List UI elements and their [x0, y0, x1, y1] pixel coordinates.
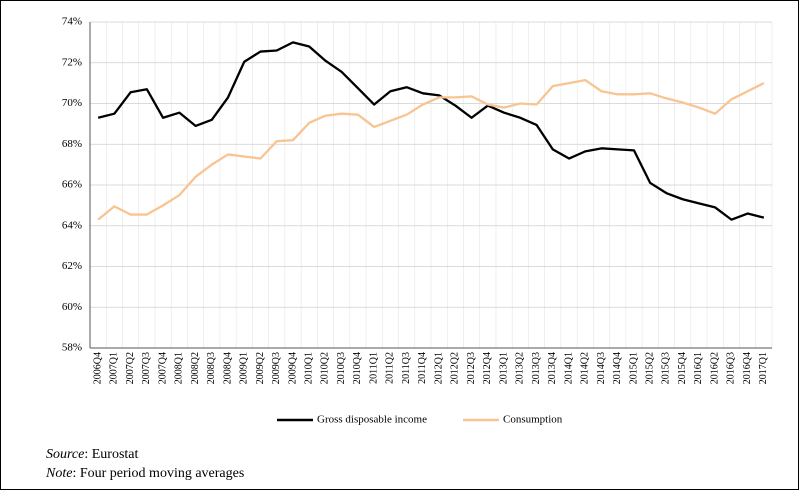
y-tick-label: 70%	[62, 97, 82, 109]
series-line	[97, 41, 765, 221]
note-label: Source	[46, 447, 84, 462]
x-tick-label: 2017Q1	[758, 352, 769, 384]
note-label: Note	[45, 466, 72, 481]
x-tick-label: 2008Q4	[222, 352, 233, 384]
legend-label: Gross disposable income	[317, 414, 427, 426]
x-tick-label: 2010Q2	[320, 352, 331, 384]
x-tick-label: 2014Q3	[596, 352, 607, 384]
note-text: : Eurostat	[84, 447, 138, 462]
x-tick-label: 2009Q3	[271, 352, 282, 384]
x-tick-label: 2016Q1	[693, 352, 704, 384]
x-tick-label: 2015Q3	[661, 352, 672, 384]
x-tick-label: 2012Q4	[482, 352, 493, 384]
x-tick-label: 2014Q1	[563, 352, 574, 384]
x-tick-label: 2007Q3	[141, 352, 152, 384]
x-tick-label: 2016Q4	[742, 352, 753, 384]
x-tick-label: 2008Q3	[206, 352, 217, 384]
x-tick-label: 2014Q2	[580, 352, 591, 384]
y-tick-label: 62%	[62, 260, 82, 272]
x-tick-label: 2011Q3	[401, 352, 412, 384]
x-tick-label: 2010Q1	[304, 352, 315, 384]
x-tick-label: 2009Q4	[287, 352, 298, 384]
x-tick-label: 2015Q4	[677, 352, 688, 384]
x-tick-label: 2012Q3	[466, 352, 477, 384]
x-tick-label: 2011Q4	[417, 352, 428, 384]
y-tick-label: 68%	[62, 138, 82, 150]
y-tick-label: 60%	[62, 301, 82, 313]
x-tick-label: 2008Q2	[190, 352, 201, 384]
x-tick-label: 2007Q4	[157, 352, 168, 384]
y-tick-label: 64%	[62, 219, 82, 231]
y-tick-label: 66%	[62, 179, 82, 191]
y-tick-label: 74%	[62, 16, 82, 28]
note: Note: Four period moving averages	[45, 466, 244, 481]
x-tick-label: 2013Q1	[498, 352, 509, 384]
x-tick-label: 2008Q1	[174, 352, 185, 384]
series-line	[97, 78, 765, 221]
x-tick-label: 2006Q4	[92, 352, 103, 384]
x-tick-label: 2010Q4	[352, 352, 363, 384]
y-tick-label: 58%	[62, 342, 82, 354]
x-tick-label: 2007Q1	[109, 352, 120, 384]
x-tick-label: 2010Q3	[336, 352, 347, 384]
x-tick-label: 2011Q2	[385, 352, 396, 384]
x-tick-label: 2013Q4	[547, 352, 558, 384]
x-tick-label: 2007Q2	[125, 352, 136, 384]
source-note: Source: Eurostat	[46, 447, 139, 462]
x-tick-label: 2016Q3	[726, 352, 737, 384]
x-tick-label: 2013Q3	[531, 352, 542, 384]
x-tick-label: 2012Q2	[450, 352, 461, 384]
note-text: : Four period moving averages	[72, 466, 244, 481]
x-tick-label: 2009Q2	[255, 352, 266, 384]
legend-label: Consumption	[503, 414, 563, 426]
x-tick-label: 2015Q1	[628, 352, 639, 384]
x-tick-label: 2015Q2	[645, 352, 656, 384]
x-tick-label: 2016Q2	[709, 352, 720, 384]
x-tick-label: 2009Q1	[239, 352, 250, 384]
y-tick-label: 72%	[62, 56, 82, 68]
x-tick-label: 2014Q4	[612, 352, 623, 384]
x-tick-label: 2013Q2	[515, 352, 526, 384]
x-tick-label: 2012Q1	[433, 352, 444, 384]
x-tick-label: 2011Q1	[368, 352, 379, 384]
